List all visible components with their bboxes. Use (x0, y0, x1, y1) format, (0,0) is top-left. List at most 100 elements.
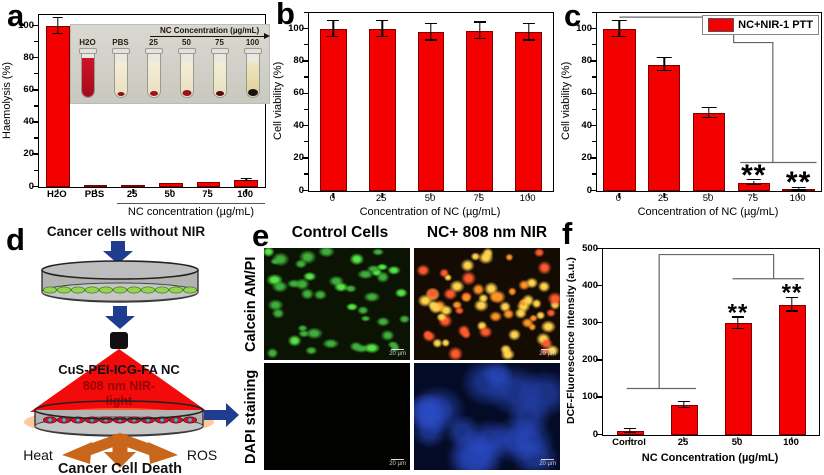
x-tick (132, 188, 134, 194)
y-tick-label: 80 (581, 54, 592, 66)
tube-label: PBS (112, 38, 129, 47)
error-bar-cap (746, 183, 762, 186)
bar (196, 181, 221, 187)
x-tick (737, 436, 739, 442)
row-label-calcein: Calcein AM/PI (243, 256, 259, 352)
legend-label: NC+NIR-1 PTT (738, 19, 813, 31)
panel-b-x-tick-labels: 0 25 50 75 100 (308, 194, 552, 206)
scale-bar: 20 µm (389, 458, 406, 467)
x-tick (618, 192, 621, 198)
x-tick-label: 75 (747, 193, 759, 204)
y-tick-label: 0 (593, 429, 598, 439)
micrograph-calcein-control: 20 µm (264, 248, 410, 360)
diagram-title: Cancer cells without NIR (47, 224, 206, 239)
tube-body (113, 53, 128, 98)
error-bar-cap (522, 39, 535, 41)
petri-dish-without-nir (41, 260, 199, 303)
tube: 50 (173, 38, 201, 98)
panel-f-y-axis-labels: 0 100 200 300 400 500 (577, 243, 600, 438)
x-tick-label: 25 (677, 437, 689, 448)
x-tick-label: 100 (237, 189, 254, 200)
tube: H2O (74, 38, 102, 98)
x-tick (170, 188, 172, 194)
x-tick-label: 100 (789, 193, 806, 204)
tube-liquid (213, 61, 226, 97)
y-minor-tick (304, 76, 308, 78)
y-tick (595, 396, 602, 398)
y-tick-label: 20 (23, 148, 34, 160)
panel-c-x-tick-labels: 0 25 50 75 100 (596, 194, 820, 206)
tube-body (212, 53, 227, 98)
tube-pellet (247, 88, 258, 96)
tube-label: 100 (245, 38, 260, 47)
error-bar-cap (785, 310, 799, 312)
y-tick-label: 0 (587, 185, 592, 195)
error-bar (381, 21, 383, 38)
error-bar-cap (424, 22, 438, 25)
bar (319, 29, 347, 191)
y-tick-label: 100 (18, 19, 34, 31)
tube-cap (144, 47, 163, 54)
panel-b-plot-area (301, 11, 554, 198)
x-tick-label: 25 (375, 193, 387, 204)
scale-bar: 20 µm (539, 348, 556, 357)
panel-c-y-axis-labels: 0 20 40 60 80 100 (571, 12, 594, 194)
y-tick (301, 189, 308, 191)
tube-label: 75 (215, 38, 224, 47)
y-minor-tick (304, 43, 308, 46)
tube-pellet (117, 91, 124, 96)
error-bar-cap (677, 400, 691, 403)
bar (603, 29, 636, 191)
tube-body (80, 53, 95, 98)
y-minor-tick (34, 137, 38, 139)
x-tick (663, 192, 665, 198)
y-tick (301, 27, 308, 30)
error-bar (430, 24, 432, 41)
y-tick (589, 124, 596, 127)
bar (778, 304, 806, 435)
panel-c-letter: c (564, 0, 582, 33)
y-tick-label: 300 (582, 316, 598, 328)
panel-e: e Control Cells NC+ 808 nm NIR Calcein A… (240, 220, 562, 475)
panel-b-letter: b (276, 0, 295, 31)
panel-b-x-axis-title: Concentration of NC (µg/mL) (359, 206, 501, 218)
error-bar-cap (612, 35, 627, 38)
bar (83, 185, 108, 187)
y-tick-label: 20 (293, 151, 304, 163)
error-bar-cap (473, 21, 486, 23)
effect-arrows (62, 432, 178, 468)
error-bar-cap (376, 19, 389, 22)
error-bar (683, 402, 685, 409)
panel-f-y-axis-title: DCF-Fluorescence Intensity (a.u.) (565, 257, 577, 425)
y-minor-tick (34, 40, 38, 43)
panel-c-plot-area: NC+NIR-1 PTT ** ** (589, 11, 822, 200)
x-tick-label: 50 (164, 189, 176, 200)
bar (121, 184, 145, 187)
tube-cap (78, 47, 97, 54)
inset-tubes: H2O PBS 25 50 75 100 (71, 38, 269, 101)
y-tick-label: 100 (576, 22, 592, 34)
y-tick (31, 121, 38, 123)
tube-body (146, 53, 161, 98)
x-tick (753, 192, 755, 198)
bar (515, 32, 542, 191)
panel-f: f DCF-Fluorescence Intensity (a.u.) 0 100… (562, 218, 824, 475)
error-bar-cap (424, 39, 438, 41)
x-tick-label: 50 (731, 437, 743, 448)
x-tick (430, 192, 432, 198)
significance-stars: ** (785, 166, 812, 200)
x-tick-label: 100 (519, 193, 536, 204)
x-tick (708, 192, 710, 198)
nir-light-cone (30, 349, 208, 412)
error-bar-cap (731, 316, 745, 318)
y-minor-tick (34, 105, 38, 107)
tube: 100 (239, 38, 267, 98)
error-bar (737, 317, 739, 329)
error-bar-cap (746, 179, 762, 181)
y-tick-label: 400 (582, 279, 598, 291)
y-tick (589, 157, 596, 159)
y-minor-tick (34, 169, 38, 171)
y-tick (589, 189, 596, 191)
y-tick-label: 0 (29, 181, 34, 191)
